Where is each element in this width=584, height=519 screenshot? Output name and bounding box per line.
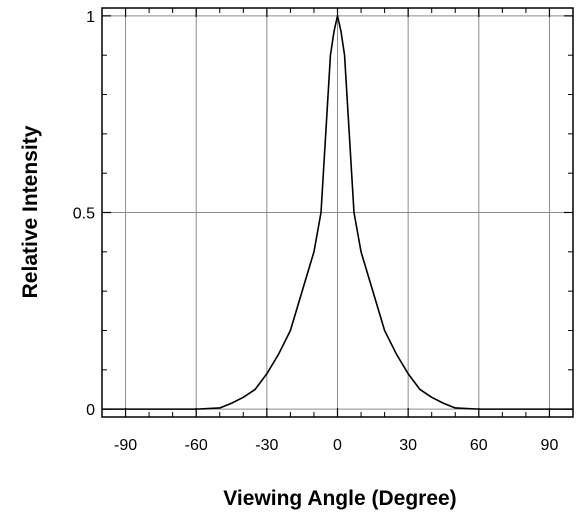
x-tick-label: -30 xyxy=(255,437,278,454)
series-line xyxy=(102,15,573,410)
tick-labels: -90 -60 -30 0 30 60 90 0 0.5 1 xyxy=(73,9,559,454)
x-tick-label: -60 xyxy=(185,437,208,454)
x-axis-title: Viewing Angle (Degree) xyxy=(223,487,456,510)
x-tick-label: 90 xyxy=(541,437,559,454)
x-tick-label: 30 xyxy=(399,437,417,454)
plot-frame xyxy=(101,7,574,418)
y-axis-title: Relative Intensity xyxy=(19,125,42,298)
y-tick-label: 1 xyxy=(86,9,95,26)
x-tick-label: 0 xyxy=(333,437,342,454)
x-tick-label: -90 xyxy=(114,437,137,454)
grid-lines xyxy=(102,8,573,417)
y-tick-label: 0.5 xyxy=(73,206,95,223)
y-tick-label: 0 xyxy=(86,402,95,419)
series-group xyxy=(102,15,573,410)
x-tick-label: 60 xyxy=(470,437,488,454)
